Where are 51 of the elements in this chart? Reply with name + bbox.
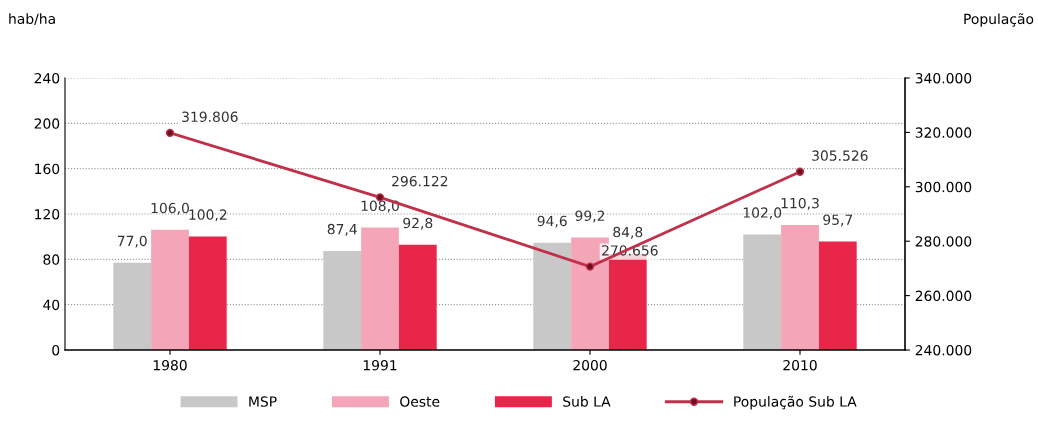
data-label: 100,2 <box>189 209 227 222</box>
y-tick-label: 80 <box>43 254 60 265</box>
legend-label: MSP <box>249 396 277 407</box>
data-label: 305.526 <box>812 150 868 161</box>
bar <box>818 241 857 350</box>
x-tick-label: 1980 <box>153 359 187 371</box>
y2-tick-label: 300.000 <box>915 181 972 193</box>
bar <box>151 229 189 350</box>
data-label: 99,2 <box>575 210 605 223</box>
point <box>795 167 805 176</box>
data-label: 92,8 <box>403 217 433 230</box>
bar <box>323 250 362 350</box>
y-tick-label: 200 <box>34 118 60 129</box>
data-label: 87,4 <box>327 223 357 236</box>
legend-label: População Sub LA <box>734 395 857 410</box>
y2-tick-label: 280.000 <box>915 236 972 247</box>
y2-tick-label: 340.000 <box>915 72 972 84</box>
bar <box>398 244 437 350</box>
x-tick-label: 2010 <box>783 359 817 371</box>
legend-label: Sub LA <box>563 396 611 407</box>
y-axis-title: hab/ha <box>9 13 55 26</box>
y-tick-label: 0 <box>52 344 60 356</box>
data-label: 84,8 <box>613 226 643 239</box>
x-tick-label: 1991 <box>363 359 397 371</box>
y-tick-label: 40 <box>43 299 60 311</box>
x-tick-label: 2000 <box>573 359 607 371</box>
bar <box>743 234 782 350</box>
bar <box>188 236 227 350</box>
bar <box>361 227 399 350</box>
y2-tick-label: 260.000 <box>915 290 972 302</box>
data-label: 319.806 <box>182 111 238 123</box>
y2-tick-label: 320.000 <box>915 127 972 138</box>
bar <box>533 242 572 350</box>
y2-axis-title: População <box>964 13 1034 27</box>
data-label: 108,0 <box>361 200 399 213</box>
data-label: 77,0 <box>117 235 147 248</box>
point <box>165 128 175 138</box>
data-label: 110,3 <box>781 197 819 210</box>
legend-label: Oeste <box>400 396 440 407</box>
y-tick-label: 160 <box>35 163 60 175</box>
data-label: 296.122 <box>392 175 448 187</box>
y-tick-label: 240 <box>34 72 60 84</box>
data-label: 106,0 <box>151 202 189 215</box>
y-tick-label: 120 <box>35 208 60 220</box>
point <box>585 262 595 271</box>
data-label: 94,6 <box>537 215 567 228</box>
data-label: 95,7 <box>823 214 853 227</box>
data-label: 102,0 <box>743 207 782 220</box>
y2-tick-label: 240.000 <box>915 344 972 356</box>
bar <box>781 224 819 350</box>
bar <box>113 262 152 350</box>
